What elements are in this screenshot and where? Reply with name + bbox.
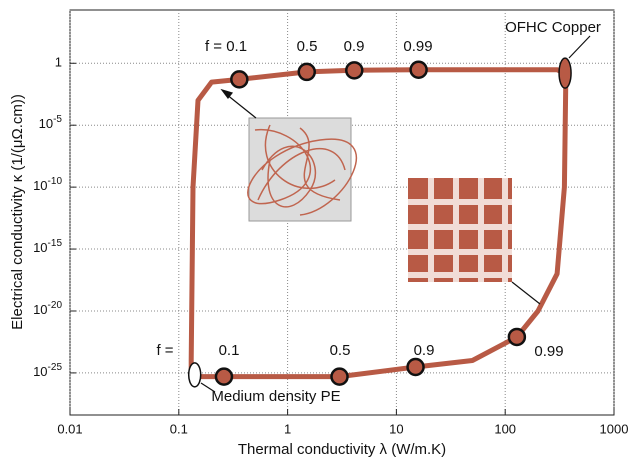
tick-base: 10: [39, 117, 53, 132]
tick-base: 10: [33, 179, 47, 194]
data-point: [345, 61, 364, 80]
tick-base: 10: [33, 240, 47, 255]
tick-exponent: -15: [48, 238, 63, 249]
x-tick-label: 0.1: [170, 421, 188, 436]
plot-frame: [69, 9, 615, 416]
marks-layer: [187, 57, 572, 388]
point-label: 0.9: [344, 38, 365, 55]
arrows: [200, 35, 591, 393]
data-point: [297, 62, 317, 82]
y-tick-label: 10-5: [39, 114, 63, 132]
y-tick-label: 10-25: [33, 362, 62, 380]
point-label: 0.5: [297, 38, 318, 55]
tick-base: 10: [33, 364, 47, 379]
point-label: 0.9: [414, 342, 435, 359]
data-point: [230, 70, 249, 89]
point-label: 0.1: [219, 342, 240, 359]
data-point: [409, 60, 428, 79]
grid: 0.01 0.1 1 10 100 100010-2510-2010-1510-1010-…: [33, 10, 628, 436]
tick-exponent: -10: [48, 176, 63, 187]
endpoint-label: Medium density PE: [211, 388, 340, 405]
y-tick-label: 10-20: [33, 300, 62, 318]
y-tick-label: 1: [55, 55, 62, 70]
inset-grid: [408, 178, 512, 282]
tick-exponent: -5: [53, 114, 62, 125]
point-label: 0.99: [403, 38, 432, 55]
y-tick-label: 10-15: [33, 238, 62, 256]
data-point: [507, 327, 527, 347]
endpoint: [558, 57, 572, 89]
data-point: [330, 367, 349, 386]
y-tick-label: 10-10: [33, 176, 62, 194]
x-axis-label: Thermal conductivity λ (W/m.K): [238, 441, 446, 458]
endpoint-label: OFHC Copper: [505, 19, 601, 36]
x-tick-label: 1: [284, 421, 291, 436]
y-axis-label: Electrical conductivity κ (1/(μΩ.cm)): [9, 94, 26, 330]
annotation: f =: [156, 342, 173, 359]
tick-exponent: -20: [48, 300, 63, 311]
data-point: [406, 357, 425, 377]
x-tick-label: 10: [389, 421, 403, 436]
tick-base: 10: [33, 302, 47, 317]
endpoint: [187, 362, 202, 388]
point-label: 0.99: [534, 343, 563, 360]
x-tick-label: 0.01: [57, 421, 82, 436]
x-tick-label: 1000: [600, 421, 629, 436]
x-tick-label: 100: [494, 421, 516, 436]
data-point: [214, 367, 234, 386]
point-label: 0.5: [330, 342, 351, 359]
tick-exponent: -25: [48, 362, 63, 373]
inset-tangle: [247, 117, 357, 222]
point-label: f = 0.1: [205, 38, 247, 55]
